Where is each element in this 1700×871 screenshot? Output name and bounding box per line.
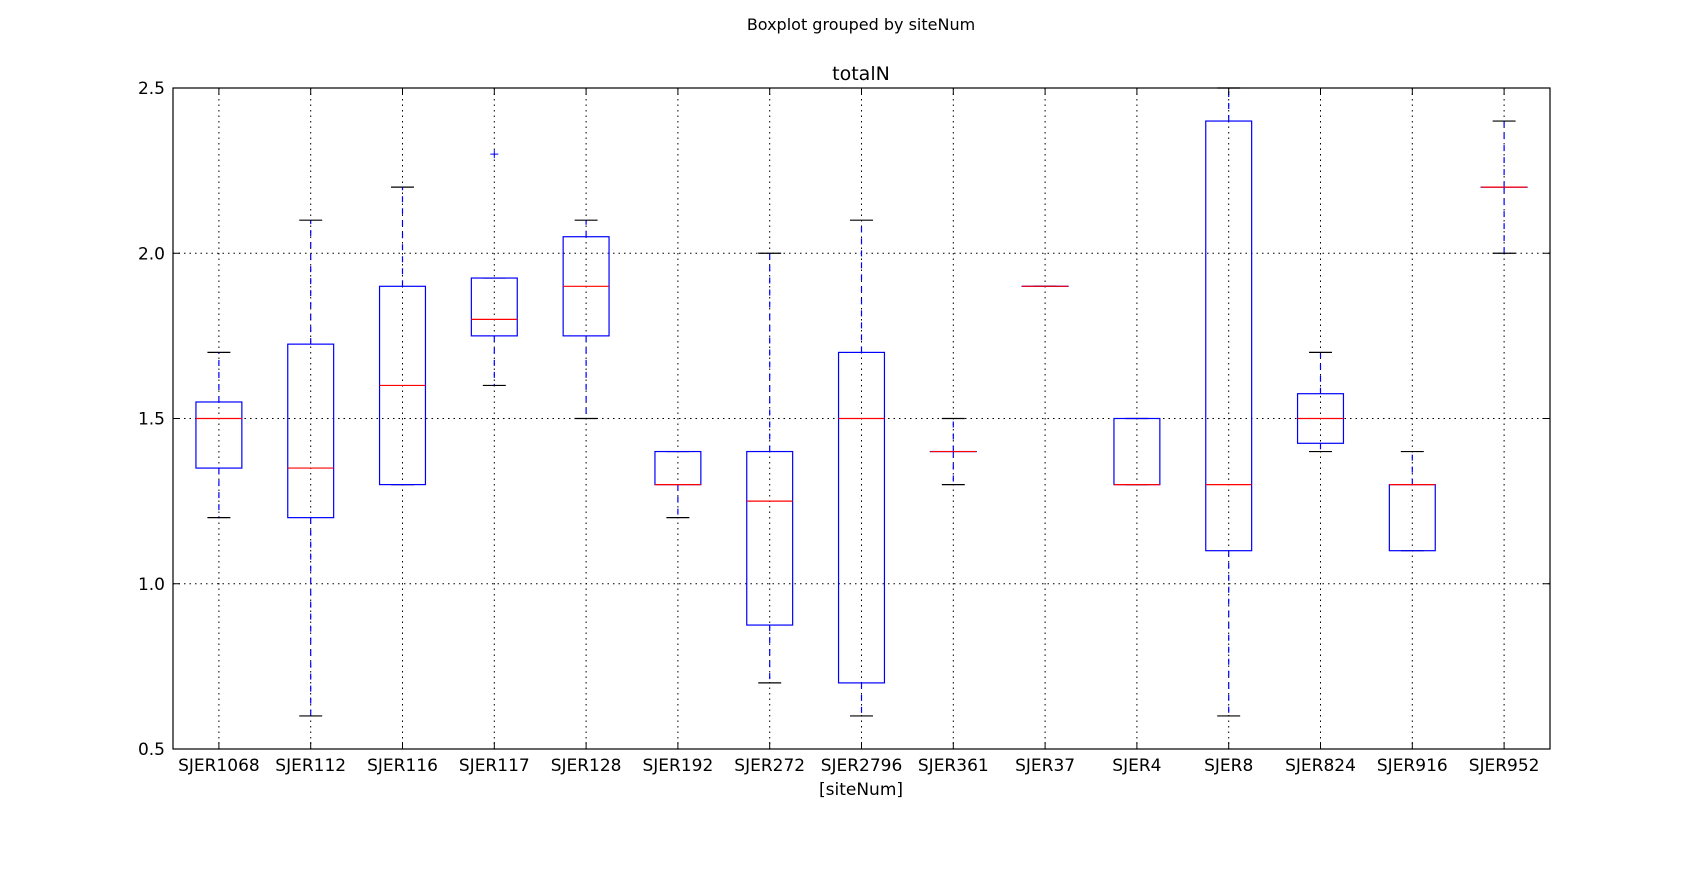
x-tick-label: SJER4 xyxy=(1112,756,1161,776)
box-SJER2796 xyxy=(837,219,886,717)
iqr-box xyxy=(470,277,518,337)
box-SJER192 xyxy=(654,450,702,519)
x-tick-label: SJER192 xyxy=(642,756,713,776)
box-SJER112 xyxy=(287,219,335,717)
x-tick-label: SJER952 xyxy=(1469,756,1540,776)
y-tick-label: 1.5 xyxy=(138,410,165,430)
x-tick-label: SJER128 xyxy=(551,756,622,776)
plot-title: totalN xyxy=(832,63,890,85)
iqr-box xyxy=(837,351,886,684)
x-tick-label: SJER116 xyxy=(367,756,438,776)
y-tick-label: 0.5 xyxy=(138,740,165,760)
y-axis-ticks: 0.5 1.0 1.5 2.0 2.5 xyxy=(138,79,1550,760)
x-tick-label: SJER272 xyxy=(734,756,805,776)
iqr-box xyxy=(1205,120,1253,552)
outlier-point xyxy=(490,150,499,159)
x-tick-label: SJER916 xyxy=(1377,756,1448,776)
x-tick-label: SJER8 xyxy=(1204,756,1253,776)
box-SJER824 xyxy=(1296,351,1345,453)
x-tick-label: SJER361 xyxy=(918,756,989,776)
box-SJER128 xyxy=(562,219,610,420)
box-SJER116 xyxy=(378,186,427,486)
x-tick-label: SJER2796 xyxy=(821,756,903,776)
box-SJER272 xyxy=(746,252,794,684)
x-axis-ticks: SJER1068 SJER112 SJER116 SJER117 SJER128 SJER… xyxy=(178,88,1540,776)
iqr-box xyxy=(287,343,335,519)
x-tick-label: SJER37 xyxy=(1015,756,1075,776)
box-SJER361 xyxy=(929,417,977,486)
x-axis-label: [siteNum] xyxy=(819,780,903,800)
box-SJER952 xyxy=(1480,120,1528,254)
x-tick-label: SJER112 xyxy=(275,756,346,776)
y-tick-label: 2.5 xyxy=(138,79,165,99)
box-SJER916 xyxy=(1388,450,1436,552)
box-SJER1068 xyxy=(195,351,243,519)
y-tick-label: 1.0 xyxy=(138,575,165,595)
x-tick-label: SJER1068 xyxy=(178,756,260,776)
y-tick-label: 2.0 xyxy=(138,244,165,264)
iqr-box xyxy=(195,401,243,469)
iqr-box xyxy=(746,450,794,626)
boxes-layer xyxy=(195,87,1528,717)
box-SJER117 xyxy=(470,150,518,387)
x-tick-label: SJER824 xyxy=(1285,756,1356,776)
x-tick-label: SJER117 xyxy=(459,756,530,776)
figure-suptitle: Boxplot grouped by siteNum xyxy=(747,15,975,34)
box-SJER4 xyxy=(1113,417,1161,486)
